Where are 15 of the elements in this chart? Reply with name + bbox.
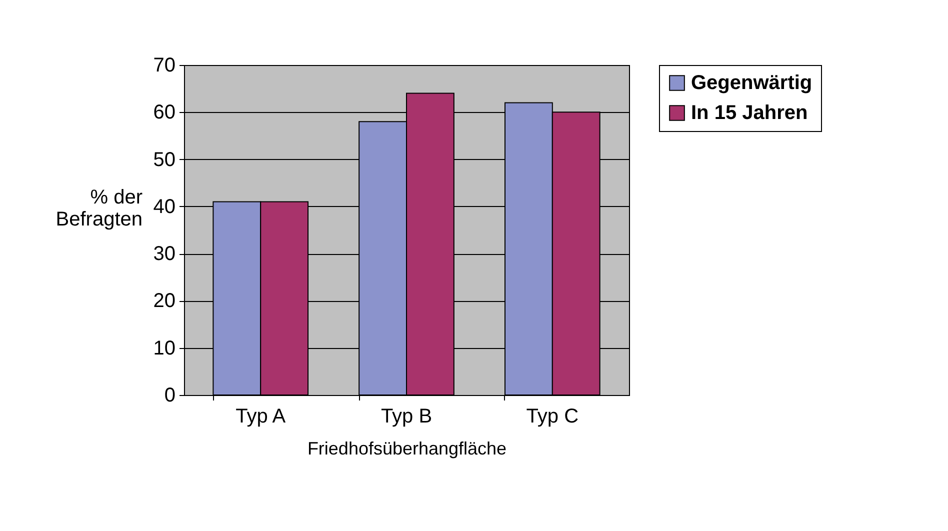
x-tick-label: Typ C xyxy=(526,406,579,428)
y-tick-label: 40 xyxy=(153,196,176,218)
legend-label: Gegenwärtig xyxy=(691,72,812,94)
x-axis-title: Friedhofsüberhangfläche xyxy=(307,438,507,458)
y-tick-label: 30 xyxy=(153,243,176,266)
y-tick-label: 50 xyxy=(153,148,176,171)
legend-label: In 15 Jahren xyxy=(691,102,808,124)
y-tick-label: 0 xyxy=(164,384,176,406)
y-tick-label: 10 xyxy=(153,337,176,360)
y-axis-title: % der Befragten xyxy=(56,186,143,230)
y-tick-label: 70 xyxy=(153,54,176,76)
y-tick-label: 60 xyxy=(153,102,176,124)
y-tick-label: 20 xyxy=(153,290,176,312)
x-tick-label: Typ B xyxy=(380,406,432,428)
x-tick-label: Typ A xyxy=(236,406,286,428)
